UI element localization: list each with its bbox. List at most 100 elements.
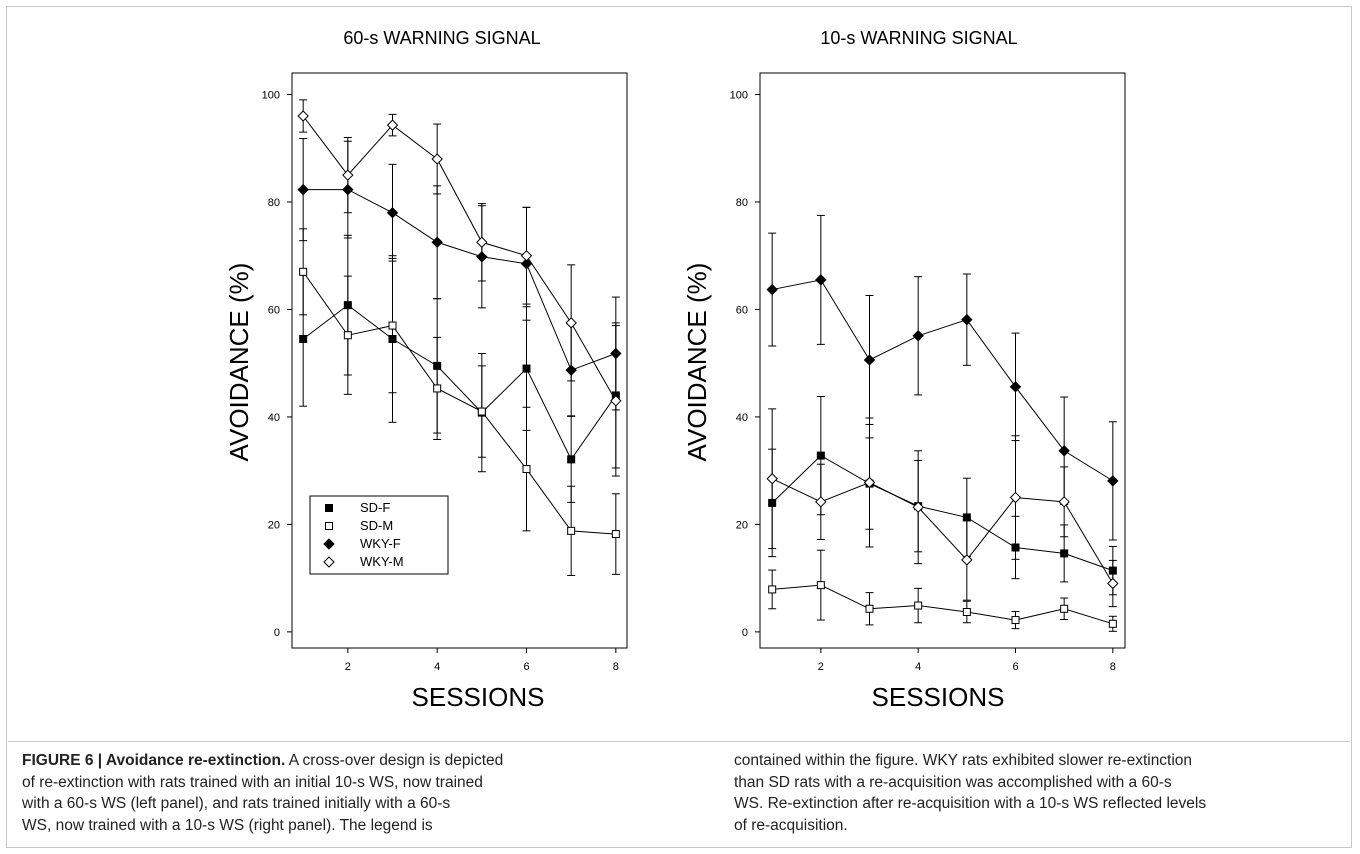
data-point bbox=[388, 321, 397, 330]
y-tick-label: 20 bbox=[268, 519, 280, 531]
left-panel-ylabel: AVOIDANCE (%) bbox=[224, 263, 254, 462]
legend-marker bbox=[325, 504, 333, 512]
data-point bbox=[1058, 445, 1070, 457]
plot-frame bbox=[291, 72, 628, 649]
series-line bbox=[302, 271, 616, 535]
legend-marker bbox=[323, 556, 335, 568]
x-tick-label: 8 bbox=[613, 661, 619, 673]
y-tick-label: 0 bbox=[274, 627, 280, 639]
y-tick-label: 40 bbox=[736, 412, 748, 424]
data-point bbox=[816, 451, 825, 460]
data-point bbox=[1011, 616, 1020, 625]
data-point bbox=[962, 607, 971, 616]
caption-left-line-2: of re-extinction with rats trained with … bbox=[22, 773, 483, 791]
data-point bbox=[865, 604, 874, 613]
y-tick-label: 100 bbox=[730, 89, 748, 101]
data-point bbox=[299, 267, 308, 276]
y-tick-label: 0 bbox=[742, 627, 748, 639]
y-tick-label: 100 bbox=[262, 89, 280, 101]
data-point bbox=[476, 236, 488, 248]
series-line bbox=[771, 454, 1113, 572]
data-point bbox=[1009, 381, 1022, 393]
legend-label-wky-f: WKY-F bbox=[360, 536, 401, 551]
left-panel-title: 60-s WARNING SIGNAL bbox=[343, 28, 540, 48]
data-point bbox=[299, 335, 308, 344]
x-tick-label: 6 bbox=[1012, 661, 1018, 673]
data-point bbox=[433, 384, 442, 393]
data-point bbox=[610, 395, 622, 407]
data-point bbox=[297, 183, 309, 196]
plot-frame bbox=[759, 72, 1126, 649]
series-line bbox=[303, 189, 617, 371]
caption-right-line-3: WS. Re-extinction after re-acquisition w… bbox=[734, 795, 1207, 812]
caption-left-line-1: A cross-over design is depicted bbox=[285, 752, 504, 769]
data-point bbox=[342, 169, 354, 181]
data-point bbox=[1060, 604, 1069, 613]
y-tick-label: 80 bbox=[736, 197, 748, 209]
left-panel-xlabel: SESSIONS bbox=[412, 682, 545, 712]
data-point bbox=[816, 581, 825, 590]
figure-chart: 60-s WARNING SIGNAL AVOIDANCE (%) SESSIO… bbox=[224, 28, 1126, 712]
x-tick-label: 2 bbox=[345, 661, 351, 673]
data-point bbox=[565, 317, 577, 329]
x-tick-label: 4 bbox=[434, 661, 440, 673]
caption-right-line-1: contained within the figure. WKY rats ex… bbox=[734, 752, 1193, 769]
data-point bbox=[815, 274, 827, 286]
caption-right-line-4: of re-acquisition. bbox=[734, 816, 848, 834]
data-point bbox=[567, 455, 576, 464]
data-point bbox=[1108, 619, 1117, 628]
data-point bbox=[343, 331, 352, 340]
right-panel-title: 10-s WARNING SIGNAL bbox=[820, 28, 1017, 48]
data-point bbox=[431, 236, 443, 248]
series-wky-f bbox=[766, 214, 1119, 541]
data-point bbox=[1060, 549, 1069, 558]
data-point bbox=[863, 476, 876, 489]
data-point bbox=[522, 465, 531, 474]
legend-label-sd-f: SD-F bbox=[360, 500, 390, 515]
caption-figure-label: FIGURE 6 | Avoidance re-extinction. bbox=[22, 752, 286, 769]
series-line bbox=[771, 478, 1114, 584]
legend-marker bbox=[323, 538, 335, 550]
caption-left-line-3: with a 60-s WS (left panel), and rats tr… bbox=[22, 795, 451, 812]
data-point bbox=[431, 153, 443, 165]
series-wky-m bbox=[766, 408, 1119, 608]
x-tick-label: 8 bbox=[1110, 661, 1116, 673]
y-tick-label: 80 bbox=[268, 197, 280, 209]
legend-label-wky-m: WKY-M bbox=[360, 554, 404, 569]
data-point bbox=[768, 585, 777, 594]
data-point bbox=[961, 313, 973, 326]
y-tick-label: 60 bbox=[268, 304, 280, 316]
data-point bbox=[914, 601, 923, 610]
y-tick-label: 40 bbox=[268, 412, 280, 424]
series-line bbox=[772, 279, 1114, 482]
caption-right-column: contained within the figure. WKY rats ex… bbox=[734, 750, 1314, 836]
data-point bbox=[297, 110, 309, 122]
data-point bbox=[863, 354, 876, 366]
data-point bbox=[386, 207, 399, 219]
series-line bbox=[772, 584, 1113, 625]
left-panel: 60-s WARNING SIGNAL AVOIDANCE (%) SESSIO… bbox=[224, 28, 628, 712]
right-panel-xlabel: SESSIONS bbox=[872, 682, 1005, 712]
legend-label-sd-m: SD-M bbox=[360, 518, 393, 533]
x-tick-label: 4 bbox=[915, 661, 921, 673]
series-sd-m bbox=[768, 549, 1117, 632]
series-sd-m bbox=[299, 228, 620, 576]
data-point bbox=[520, 250, 533, 262]
data-point bbox=[766, 283, 778, 296]
y-tick-label: 20 bbox=[736, 519, 748, 531]
data-point bbox=[815, 496, 827, 508]
caption-right-line-2: than SD rats with a re-acquisition was a… bbox=[734, 773, 1172, 791]
caption-divider bbox=[8, 741, 1350, 742]
data-point bbox=[1058, 496, 1070, 508]
right-panel: 10-s WARNING SIGNAL AVOIDANCE (%) SESSIO… bbox=[682, 28, 1126, 712]
data-point bbox=[961, 554, 973, 566]
x-tick-label: 2 bbox=[818, 661, 824, 673]
series-line bbox=[302, 115, 617, 402]
data-point bbox=[611, 530, 620, 539]
data-point bbox=[766, 473, 778, 485]
data-point bbox=[1009, 491, 1022, 504]
series-wky-f bbox=[297, 138, 622, 417]
data-point bbox=[386, 119, 399, 131]
caption-left-column: FIGURE 6 | Avoidance re-extinction. A cr… bbox=[22, 750, 602, 836]
data-point bbox=[1107, 577, 1119, 590]
